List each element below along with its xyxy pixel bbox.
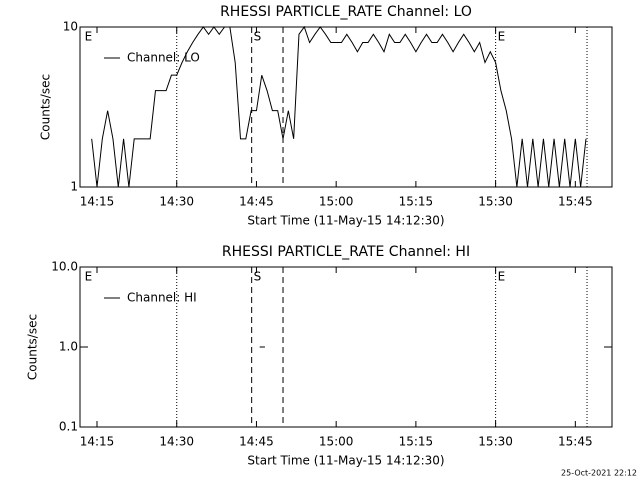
x-tick-label: 14:30 bbox=[159, 195, 194, 209]
x-tick-label: 14:45 bbox=[239, 195, 274, 209]
x-tick-label: 15:00 bbox=[319, 435, 354, 449]
x-tick-label: 15:30 bbox=[478, 435, 513, 449]
event-label: E bbox=[85, 270, 93, 284]
x-tick-label: 14:15 bbox=[80, 195, 115, 209]
plot-frame bbox=[79, 26, 613, 188]
x-tick-label: 14:30 bbox=[159, 435, 194, 449]
event-label: E bbox=[498, 270, 506, 284]
legend-label: Channel: HI bbox=[127, 291, 197, 305]
chart-title: RHESSI PARTICLE_RATE Channel: LO bbox=[220, 4, 472, 20]
x-axis-title: Start Time (11-May-15 14:12:30) bbox=[247, 454, 444, 468]
event-label: E bbox=[85, 30, 93, 44]
y-axis-title: Counts/sec bbox=[26, 314, 40, 380]
footer: 25-Oct-2021 22:12 bbox=[561, 469, 637, 478]
y-tick-label: 10 bbox=[63, 20, 78, 34]
x-axis-title: Start Time (11-May-15 14:12:30) bbox=[247, 214, 444, 228]
x-tick-label: 15:15 bbox=[399, 195, 434, 209]
y-tick-label: 10.0 bbox=[51, 260, 78, 274]
event-label: S bbox=[254, 270, 262, 284]
y-tick-label: 1 bbox=[70, 180, 78, 194]
y-axis-title: Counts/sec bbox=[39, 74, 53, 140]
event-label: E bbox=[498, 30, 506, 44]
x-tick-label: 15:30 bbox=[478, 195, 513, 209]
x-tick-label: 15:45 bbox=[558, 435, 593, 449]
data-line bbox=[91, 25, 587, 188]
x-tick-label: 15:45 bbox=[558, 195, 593, 209]
legend-label: Channel: LO bbox=[127, 51, 200, 65]
y-tick-label: 0.1 bbox=[59, 420, 78, 434]
y-tick-label: 1.0 bbox=[59, 340, 78, 354]
x-tick-label: 15:15 bbox=[399, 435, 434, 449]
chart-title: RHESSI PARTICLE_RATE Channel: HI bbox=[222, 244, 470, 260]
x-tick-label: 14:15 bbox=[80, 435, 115, 449]
x-tick-label: 14:45 bbox=[239, 435, 274, 449]
event-label: S bbox=[254, 30, 262, 44]
x-tick-label: 15:00 bbox=[319, 195, 354, 209]
